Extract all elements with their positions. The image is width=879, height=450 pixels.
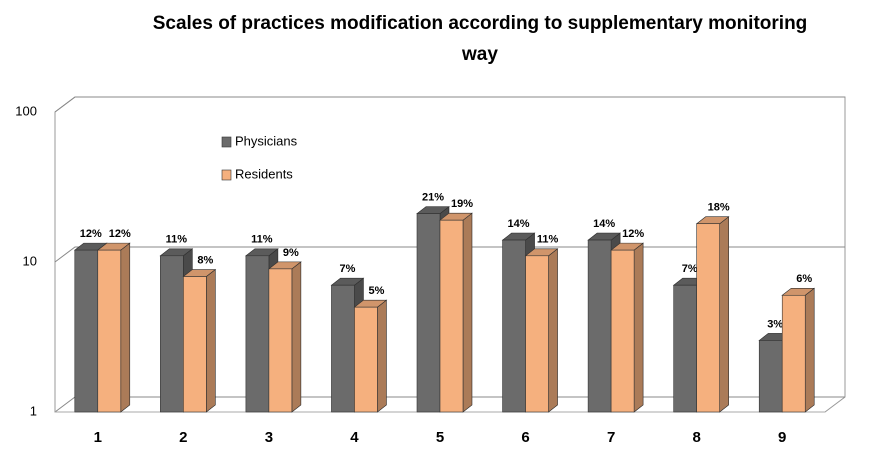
bar-face [696,223,720,413]
bar-face [206,269,216,412]
bar-face [74,249,99,413]
value-label: 21% [422,192,444,204]
bar-face [463,213,472,412]
chart-title: Scales of practices modification accordi… [153,13,808,65]
bar [268,261,302,413]
value-label: 11% [251,234,273,246]
value-label: 3% [767,318,783,330]
x-tick-label: 2 [179,429,187,446]
bar-face [97,249,122,413]
bar [524,248,559,413]
bar-face [611,243,644,251]
bar-face [331,278,364,286]
x-tick-label: 7 [607,429,615,446]
bar-face [268,268,293,413]
legend-label: Residents [235,166,293,181]
bar-face [160,255,184,413]
bar-face [781,294,806,413]
bar-face [160,248,193,256]
bar-face [245,255,270,413]
value-label: 12% [622,228,644,240]
bar-face [525,255,549,413]
bar [439,212,473,413]
bar-face [354,300,387,308]
value-label: 12% [109,228,131,240]
bar-face [97,243,130,251]
bar-face [502,239,526,413]
y-tick-label: 1 [30,403,37,418]
bar-face [782,288,815,296]
grid-line [54,96,845,113]
value-label: 14% [593,218,615,230]
bar-face [587,239,612,413]
bar [610,242,644,413]
bar-face [416,213,441,413]
x-tick-label: 4 [350,429,359,446]
x-tick-label: 5 [436,429,444,446]
bar [695,216,730,413]
bar [182,268,217,413]
legend-swatch [221,169,232,181]
x-tick-label: 1 [94,429,102,446]
bar-face [634,243,644,412]
bar-face [377,300,387,412]
value-label: 5% [368,285,384,297]
bar-face [331,284,355,413]
value-label: 8% [197,254,213,266]
bar-face [805,288,815,412]
legend-label: Physicians [235,133,298,148]
bar-face [291,261,301,412]
y-tick-label: 100 [15,103,37,118]
bar-face [183,276,207,413]
bar [96,242,131,413]
bar-face [610,249,635,413]
bar-face [183,269,216,277]
value-label: 19% [451,198,473,210]
value-label: 18% [708,202,730,214]
bar [781,287,816,413]
bar-face [719,216,729,412]
bar-face [525,248,558,256]
bar-face [439,219,464,413]
x-tick-label: 3 [265,429,273,446]
bar-face [245,248,278,256]
bar-face [354,306,378,413]
value-label: 6% [796,273,812,285]
bar-face [548,248,558,412]
x-tick-label: 9 [778,429,786,446]
bar-face [120,243,130,412]
bar-face [268,261,301,269]
value-label: 7% [339,263,355,275]
bar-face [440,213,472,221]
value-label: 14% [508,218,530,230]
x-tick-label: 6 [521,429,529,446]
value-label: 11% [537,234,559,246]
value-label: 9% [283,247,299,259]
bar-face [673,284,697,413]
value-label: 7% [682,263,698,275]
bar-face [417,206,449,214]
bar-face [588,233,621,241]
y-tick-label: 10 [23,253,37,268]
bar-face [696,216,729,224]
legend-swatch [221,136,232,148]
bar-face [502,233,535,241]
bar-face [74,243,107,251]
bar-face [758,340,783,413]
value-label: 11% [166,234,188,246]
bar [353,299,388,413]
x-tick-label: 8 [692,429,700,446]
value-label: 12% [80,228,102,240]
